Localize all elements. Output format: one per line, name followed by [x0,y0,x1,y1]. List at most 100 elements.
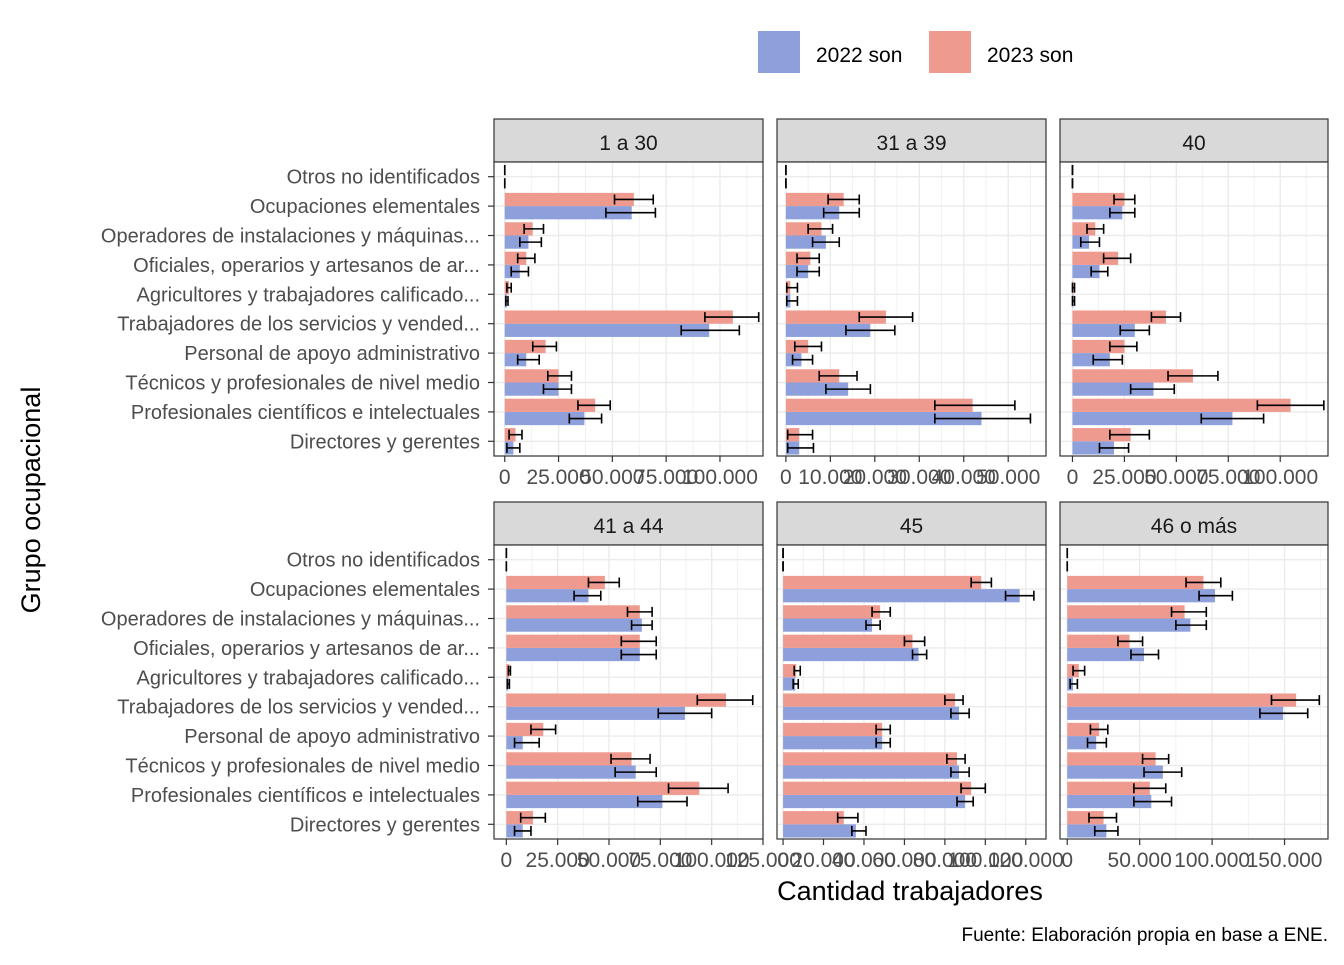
panel-1-category-label-8: Técnicos y profesionales de nivel medio [125,373,480,395]
caption: Fuente: Elaboración propia en base a ENE… [961,925,1328,946]
panel-1-bar-2023-8 [504,369,559,383]
panel-1-category-label-6: Trabajadores de los servicios y vended..… [117,314,480,336]
panel-1-bar-2022-7 [504,353,527,367]
panel-2-bar-2023-8 [785,369,840,383]
panel-3-bar-2023-3 [1072,222,1096,236]
panel-5-tick-label-3: 40.000 [832,849,896,872]
panel-5-border [776,544,1047,840]
panel-6-bar-2023-4 [1067,634,1130,648]
panel-5-bar-2022-8 [783,765,960,779]
panel-3-bar-2022-9 [1072,411,1233,426]
panel-1-category-label-3: Operadores de instalaciones y máquinas..… [101,226,480,248]
panel-3-tick-label-5: 100.000 [1242,466,1318,489]
panel-5-bar-2023-4 [783,634,913,648]
panel-4-tick-label-4: 75.000 [628,849,692,872]
panel-4-title: 41 a 44 [593,515,663,538]
panel-4-tick-label-5: 100.000 [674,849,750,872]
panel-5-bar-2023-7 [783,722,883,737]
panel-6-bar-2022-10 [1067,824,1107,838]
panel-5-bar-2023-9 [783,781,972,795]
panel-1-tick-label-1: 0 [499,466,511,489]
panel-1-category-label-1: Otros no identificados [287,167,480,189]
panel-5-tick-label-5: 80.000 [913,849,977,872]
panel-5-bar-2023-6 [783,693,955,707]
panel-1-category-label-2: Ocupaciones elementales [250,196,480,218]
panel-4-tick-label-1: 0 [500,849,512,872]
panel-3-bar-2023-8 [1072,369,1193,383]
panel-4-bar-2022-4 [506,647,640,662]
panel-4-tick-label-6: 125.000 [725,849,801,872]
panel-4-category-label-10: Directores y gerentes [290,814,480,836]
panel-2-bar-2022-6 [785,323,871,337]
panel-1-tick-label-5: 100.000 [682,466,758,489]
panel-5-bar-2023-3 [783,605,881,619]
panel-1-tick-label-3: 50.000 [580,466,644,489]
panel-4-bar-2022-9 [506,794,663,809]
panel-3-bar-2023-4 [1072,251,1119,265]
panel-3-border [1059,161,1329,457]
panel-2-bar-2022-2 [785,206,840,220]
panel-3-bar-2023-2 [1072,192,1125,207]
panel-1-border [493,161,764,457]
panel-5-strip [776,501,1047,546]
panel-1-tick-label-4: 75.000 [634,466,698,489]
panel-2-tick-label-6: 50.000 [976,466,1040,489]
panel-5-bar-2022-7 [783,736,883,750]
panel-3-title: 40 [1182,132,1205,155]
panel-4-bar-2023-8 [506,752,632,766]
panel-1-category-label-7: Personal de apoyo administrativo [184,343,480,365]
panel-3-tick-label-3: 50.000 [1144,466,1208,489]
panel-3-tick-label-1: 0 [1067,466,1079,489]
panel-5-bar-2022-9 [783,794,966,809]
panel-6-bar-2023-6 [1067,693,1297,707]
panel-2-strip [776,118,1047,163]
panel-3-bar-2023-7 [1072,339,1125,354]
panel-4-tick-label-3: 50.000 [577,849,641,872]
panel-6-tick-label-1: 0 [1061,849,1073,872]
panel-2-bar-2023-2 [785,192,844,207]
panel-6-bar-2022-9 [1067,794,1152,809]
panel-4-bar-2022-2 [506,589,589,603]
panel-1-category-label-5: Agricultores y trabajadores calificado..… [137,284,481,306]
y-axis-title: Grupo ocupacional [16,387,46,614]
panel-6-bar-2023-10 [1067,811,1104,825]
panel-4-category-label-5: Agricultores y trabajadores calificado..… [137,667,481,689]
panel-1-bar-2022-6 [504,323,710,337]
panel-1-bar-2022-2 [504,206,632,220]
panel-6-bar-2023-9 [1067,781,1150,795]
panel-4-border [493,544,764,840]
legend-swatch-2 [929,31,971,73]
panel-1-category-label-10: Directores y gerentes [290,431,480,453]
panel-2-bar-2023-3 [785,222,822,236]
panel-6-bar-2023-2 [1067,575,1204,590]
panel-5-bar-2023-5 [783,664,797,678]
panel-1-bar-2023-7 [504,339,546,354]
panel-4-strip [493,501,764,546]
panel-4-category-label-9: Profesionales científicos e intelectuale… [131,785,480,807]
panel-6-tick-label-2: 50.000 [1108,849,1172,872]
panel-3-bar-2022-10 [1072,441,1115,455]
panel-1-tick-label-2: 25.000 [526,466,590,489]
panel-5-tick-label-6: 100.000 [947,849,1023,872]
panel-5-bar-2023-2 [783,575,982,590]
panel-2-bar-2022-3 [785,235,826,249]
panel-6-bar-2022-8 [1067,765,1163,779]
panel-4-bar-2023-6 [506,693,727,707]
panel-6-strip [1059,501,1329,546]
panel-5-bar-2022-2 [783,589,1020,603]
panel-6-tick-label-3: 100.000 [1174,849,1250,872]
panel-4-bar-2022-6 [506,706,685,720]
panel-2-tick-label-5: 40.000 [932,466,996,489]
panel-1-bar-2023-9 [504,398,596,412]
panel-1-category-label-4: Oficiales, operarios y artesanos de ar..… [133,255,480,277]
panel-1-bar-2023-6 [504,310,733,324]
panel-4-bar-2023-9 [506,781,700,795]
panel-6-bar-2023-3 [1067,605,1185,619]
panel-2-bar-2023-6 [785,310,886,324]
panel-4-category-label-1: Otros no identificados [287,550,480,572]
x-axis-title: Cantidad trabajadores [777,876,1043,906]
panel-3-bar-2023-6 [1072,310,1166,324]
panel-1-bar-2022-8 [504,382,559,396]
